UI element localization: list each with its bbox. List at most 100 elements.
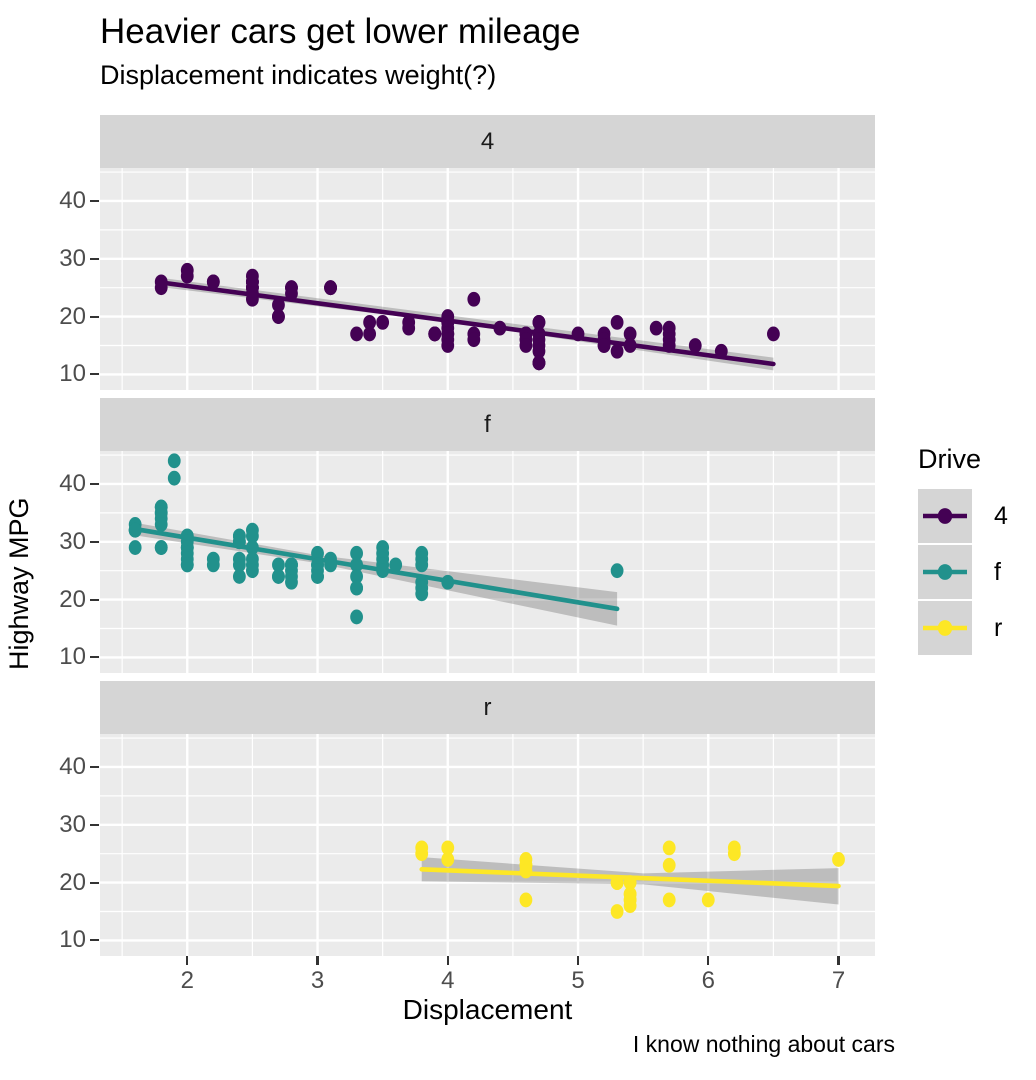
- data-point: [662, 892, 676, 908]
- legend-key-glyph: [918, 601, 972, 655]
- data-point: [623, 875, 637, 890]
- data-point: [623, 326, 637, 342]
- data-point: [441, 574, 455, 590]
- plot-caption: I know nothing about cars: [632, 1031, 895, 1057]
- panel-background: [100, 734, 875, 956]
- data-point: [402, 320, 416, 336]
- y-tick-label: 10: [59, 643, 86, 671]
- y-tick-mark: [90, 199, 99, 203]
- x-tick-mark: [446, 956, 449, 965]
- y-tick-mark: [90, 257, 99, 260]
- y-tick-mark: [90, 939, 99, 942]
- data-point: [206, 557, 220, 573]
- legend-title: Drive: [918, 444, 982, 474]
- facet-strip-f: f: [100, 398, 875, 451]
- data-point: [662, 338, 676, 353]
- data-point: [350, 545, 363, 561]
- data-point: [519, 863, 533, 879]
- data-point: [415, 846, 429, 862]
- data-point: [154, 280, 168, 296]
- data-point: [714, 343, 728, 359]
- x-tick-mark: [837, 956, 840, 965]
- data-point: [350, 557, 363, 573]
- data-point: [519, 892, 533, 908]
- data-point: [610, 875, 624, 890]
- legend-key-point: [937, 564, 953, 580]
- data-point: [441, 852, 455, 867]
- x-tick-label: 2: [180, 967, 194, 994]
- data-point: [610, 343, 624, 359]
- facet-panel-r: [100, 734, 875, 956]
- data-point: [180, 268, 194, 284]
- y-tick-label: 40: [59, 753, 86, 780]
- data-point: [363, 314, 377, 330]
- y-tick-mark: [90, 540, 99, 543]
- data-point: [597, 338, 611, 353]
- data-point: [245, 274, 259, 290]
- legend-key-glyph: [918, 545, 972, 599]
- data-point: [376, 314, 390, 330]
- data-point: [571, 326, 585, 342]
- data-point: [727, 846, 741, 862]
- x-tick-label: 3: [310, 967, 325, 994]
- data-point: [350, 326, 363, 342]
- legend-key-point: [937, 508, 953, 524]
- data-point: [623, 338, 637, 353]
- data-point: [272, 569, 285, 584]
- y-tick-mark: [90, 315, 99, 318]
- plot-subtitle: Displacement indicates weight(?): [100, 60, 497, 90]
- facet-strip-r: r: [100, 681, 875, 734]
- data-point: [532, 314, 546, 330]
- data-point: [428, 326, 442, 342]
- y-tick-mark: [90, 656, 99, 659]
- y-tick-label: 10: [59, 360, 86, 388]
- data-point: [610, 904, 624, 919]
- legend-key-label: r: [994, 613, 1003, 642]
- data-point: [363, 326, 377, 342]
- data-point: [272, 557, 285, 573]
- data-point: [245, 291, 259, 307]
- data-point: [350, 580, 363, 596]
- data-point: [662, 840, 676, 856]
- x-tick-label: 4: [441, 967, 455, 994]
- y-tick-mark: [90, 482, 99, 486]
- data-point: [324, 557, 337, 573]
- y-tick-mark: [90, 373, 99, 376]
- legend-key-glyph: [918, 489, 972, 543]
- data-point: [154, 505, 168, 521]
- data-point: [154, 540, 168, 555]
- data-point: [623, 898, 637, 914]
- data-point: [232, 569, 246, 584]
- data-point: [493, 320, 507, 336]
- y-tick-label: 40: [59, 470, 86, 497]
- data-point: [649, 320, 663, 336]
- data-point: [532, 343, 546, 359]
- legend-key: 4: [918, 489, 1036, 543]
- data-point: [467, 332, 481, 348]
- y-tick-label: 30: [59, 244, 86, 272]
- data-point: [832, 852, 845, 867]
- data-point: [311, 545, 324, 561]
- legend-key-label: 4: [994, 501, 1008, 530]
- y-tick-mark: [90, 823, 99, 826]
- x-tick-mark: [316, 956, 319, 965]
- data-point: [532, 355, 546, 371]
- data-point: [245, 563, 259, 579]
- x-tick-mark: [707, 956, 710, 965]
- data-point: [610, 314, 624, 330]
- facet-strip-4: 4: [100, 115, 875, 168]
- legend-key: f: [918, 545, 1036, 599]
- data-point: [350, 569, 363, 584]
- legend-key-label: f: [994, 557, 1001, 586]
- y-tick-mark: [90, 881, 99, 884]
- data-point: [245, 528, 259, 544]
- facet-panel-4: [100, 168, 875, 390]
- x-tick-mark: [576, 956, 580, 965]
- data-point: [285, 286, 298, 301]
- y-tick-label: 10: [59, 926, 86, 954]
- panel-background: [100, 168, 875, 390]
- panel-background: [100, 451, 875, 673]
- data-point: [272, 309, 285, 324]
